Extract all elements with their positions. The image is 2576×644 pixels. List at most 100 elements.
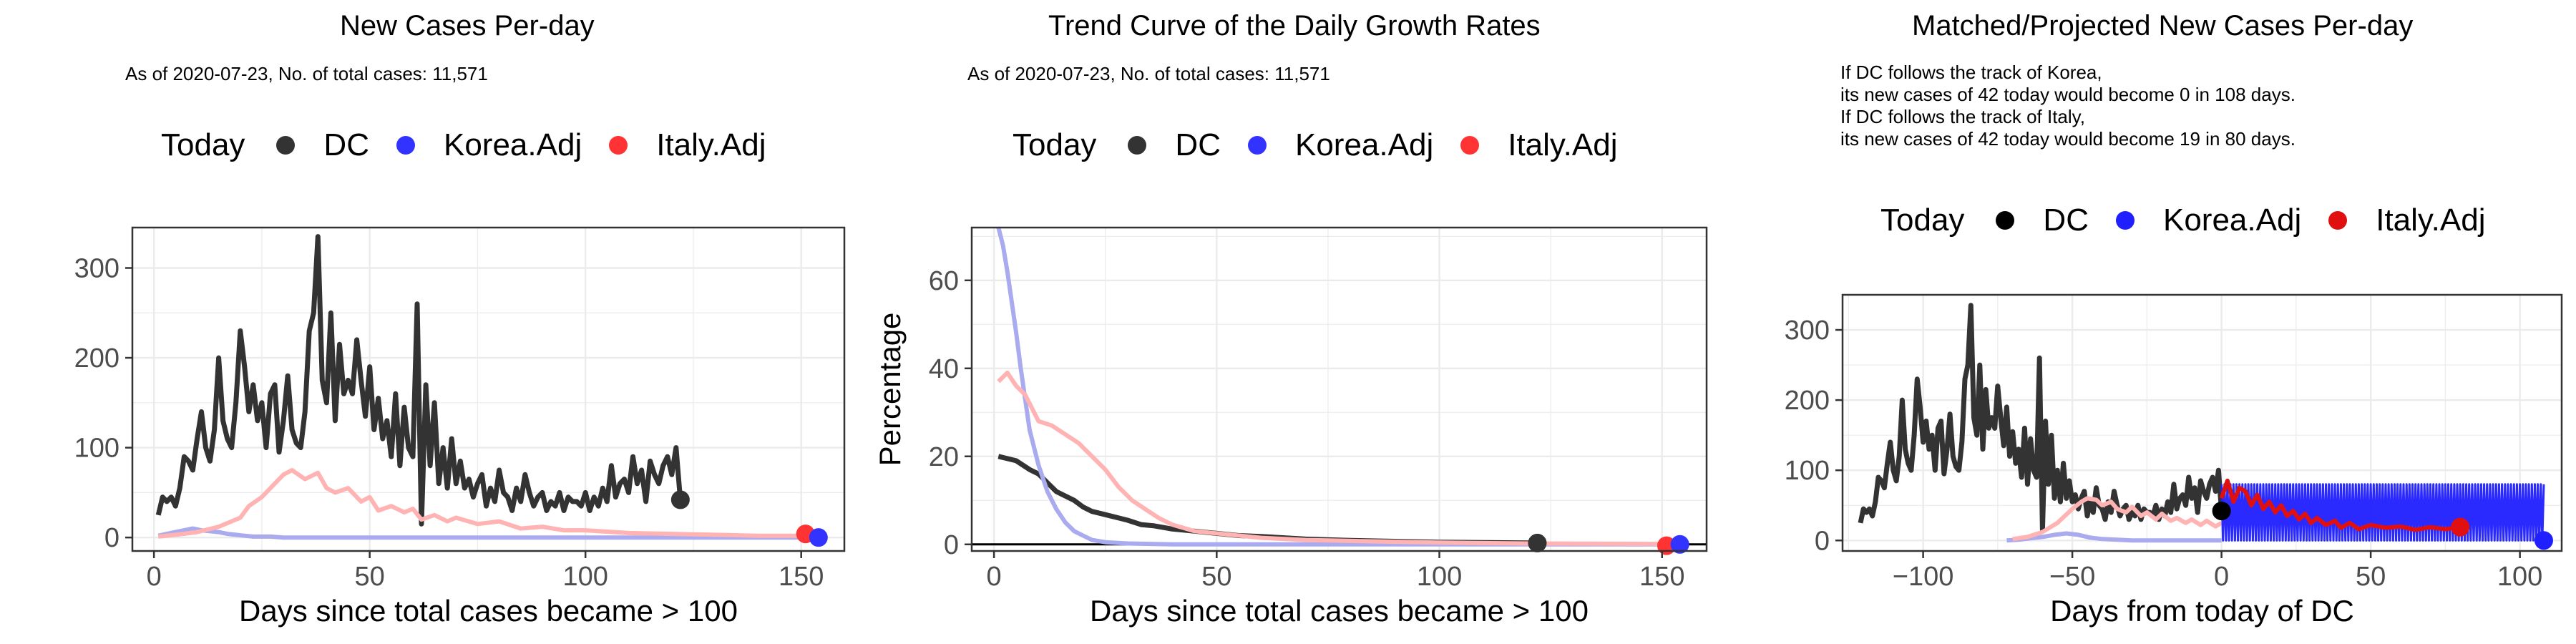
x-tick-label: 0 (147, 562, 162, 592)
series-line-italy-adj (157, 468, 806, 539)
series-line-italy-adj (997, 370, 1667, 547)
x-tick-label: 100 (562, 562, 608, 592)
today-point-korea-adj (2534, 531, 2553, 550)
series-line-korea-adj (157, 526, 819, 540)
legend-label: Korea.Adj (443, 127, 582, 162)
legend-dot-icon (609, 136, 628, 155)
series-line-italy-adj-matched- (2012, 496, 2223, 542)
today-point-korea-adj (1670, 535, 1689, 554)
x-tick-label: 50 (355, 562, 385, 592)
chart-panel-new-cases: New Cases Per-day As of 2020-07-23, No. … (0, 0, 859, 644)
legend: Today DC Korea.Adj Italy.Adj (161, 127, 793, 163)
legend-title: Today (1013, 127, 1097, 162)
legend-title: Today (1880, 203, 1965, 238)
x-tick-label: 150 (779, 562, 824, 592)
chart-subtitle-line-3: If DC follows the track of Italy, (1840, 106, 2085, 127)
legend-dot-icon (1247, 136, 1267, 155)
legend-dot-icon (1128, 136, 1147, 155)
legend-item-korea: Korea.Adj (396, 127, 582, 163)
series-group (155, 234, 819, 540)
x-tick-label: 0 (2214, 562, 2229, 592)
y-tick-label: 200 (1785, 386, 1830, 416)
chart-title: New Cases Per-day (340, 10, 595, 42)
chart-subtitle-line-2: its new cases of 42 today would become 0… (1840, 84, 2296, 105)
legend-item-italy: Italy.Adj (1460, 127, 1617, 163)
plot-area: −100 −50 0 50 100 0 100 200 300 Days from today o… (1785, 293, 2563, 628)
y-tick-label: 300 (1785, 316, 1830, 346)
x-axis-label: Days from today of DC (2050, 594, 2354, 628)
y-tick-label: 200 (74, 343, 119, 374)
legend-label: Korea.Adj (1294, 127, 1434, 162)
legend: Today DC Korea.Adj Italy.Adj (1880, 203, 2512, 238)
x-axis-label: Days since total cases became > 100 (239, 594, 738, 628)
chart-panel-growth-rates: Trend Curve of the Daily Growth Rates As… (859, 0, 1717, 644)
legend-item-korea: Korea.Adj (2115, 203, 2302, 238)
chart-subtitle-line-1: If DC follows the track of Korea, (1840, 62, 2102, 83)
chart-subtitle-line-4: its new cases of 42 today would become 1… (1840, 128, 2296, 150)
legend-label: DC (1175, 127, 1221, 162)
chart-panel-projected: Matched/Projected New Cases Per-day If D… (1717, 0, 2576, 644)
legend-label: Italy.Adj (2376, 203, 2486, 238)
legend-dot-icon (2115, 211, 2135, 230)
series-group (1858, 303, 2545, 543)
x-tick-label: 50 (2356, 562, 2386, 592)
y-tick-label: 100 (74, 434, 119, 464)
series-line-italy-adj-projected- (2219, 478, 2461, 532)
series-line-dc (1858, 303, 2225, 533)
chart-subtitle: As of 2020-07-23, No. of total cases: 11… (125, 63, 488, 84)
chart-title: Matched/Projected New Cases Per-day (1912, 10, 2414, 42)
legend-item-italy: Italy.Adj (2328, 203, 2485, 238)
today-point-dc (1528, 533, 1547, 552)
x-axis-label: Days since total cases became > 100 (1090, 594, 1589, 628)
y-tick-label: 300 (74, 254, 119, 284)
legend-dot-icon (276, 136, 296, 155)
y-tick-label: 0 (104, 523, 119, 553)
plot-area: 0 50 100 150 0 100 200 300 Days since total case… (74, 226, 846, 628)
legend-label: DC (2043, 203, 2089, 238)
y-tick-label: 100 (1785, 456, 1830, 486)
x-tick-label: 50 (1201, 562, 1231, 592)
today-point-dc (670, 490, 690, 509)
y-tick-label: 0 (944, 530, 959, 560)
legend-dot-icon (1460, 136, 1480, 155)
series-line-dc (155, 234, 683, 527)
plot-frame (131, 226, 846, 552)
legend-item-dc: DC (1996, 203, 2089, 238)
y-tick-label: 40 (929, 354, 959, 384)
series-group (996, 228, 1680, 547)
y-tick-label: 20 (929, 442, 959, 472)
x-tick-label: 0 (987, 562, 1002, 592)
series-line-korea-adj-matched- (2006, 531, 2222, 543)
legend-label: DC (323, 127, 369, 162)
chart-title: Trend Curve of the Daily Growth Rates (1048, 10, 1541, 42)
x-tick-label: −50 (2049, 562, 2095, 592)
legend-label: Korea.Adj (2162, 203, 2302, 238)
legend-label: Italy.Adj (656, 127, 766, 162)
legend-dot-icon (396, 136, 415, 155)
y-tick-label: 0 (1815, 526, 1830, 556)
y-axis-label: Percentage (873, 313, 907, 467)
series-line-dc (997, 454, 1538, 546)
legend-item-dc: DC (276, 127, 369, 163)
series-line-korea-adj (996, 228, 1680, 547)
x-tick-label: 100 (2497, 562, 2542, 592)
today-point-dc (2212, 502, 2231, 521)
legend-dot-icon (1996, 211, 2015, 230)
legend-dot-icon (2328, 211, 2348, 230)
x-tick-label: 150 (1639, 562, 1684, 592)
plot-area: 0 50 100 150 0 20 40 60 Days since total cases b… (873, 226, 1708, 628)
legend-item-korea: Korea.Adj (1247, 127, 1434, 163)
legend-title: Today (161, 127, 245, 162)
series-line-korea-adj-projected- (2220, 483, 2545, 542)
legend-item-italy: Italy.Adj (609, 127, 766, 163)
plot-frame (970, 226, 1708, 552)
today-point-korea-adj (809, 528, 828, 547)
x-tick-label: −100 (1893, 562, 1954, 592)
chart-subtitle: As of 2020-07-23, No. of total cases: 11… (967, 63, 1330, 84)
legend: Today DC Korea.Adj Italy.Adj (1013, 127, 1644, 163)
today-point-italy-adj (2451, 517, 2470, 537)
legend-item-dc: DC (1128, 127, 1221, 163)
legend-label: Italy.Adj (1508, 127, 1618, 162)
y-tick-label: 60 (929, 266, 959, 296)
plot-frame (1841, 293, 2563, 552)
